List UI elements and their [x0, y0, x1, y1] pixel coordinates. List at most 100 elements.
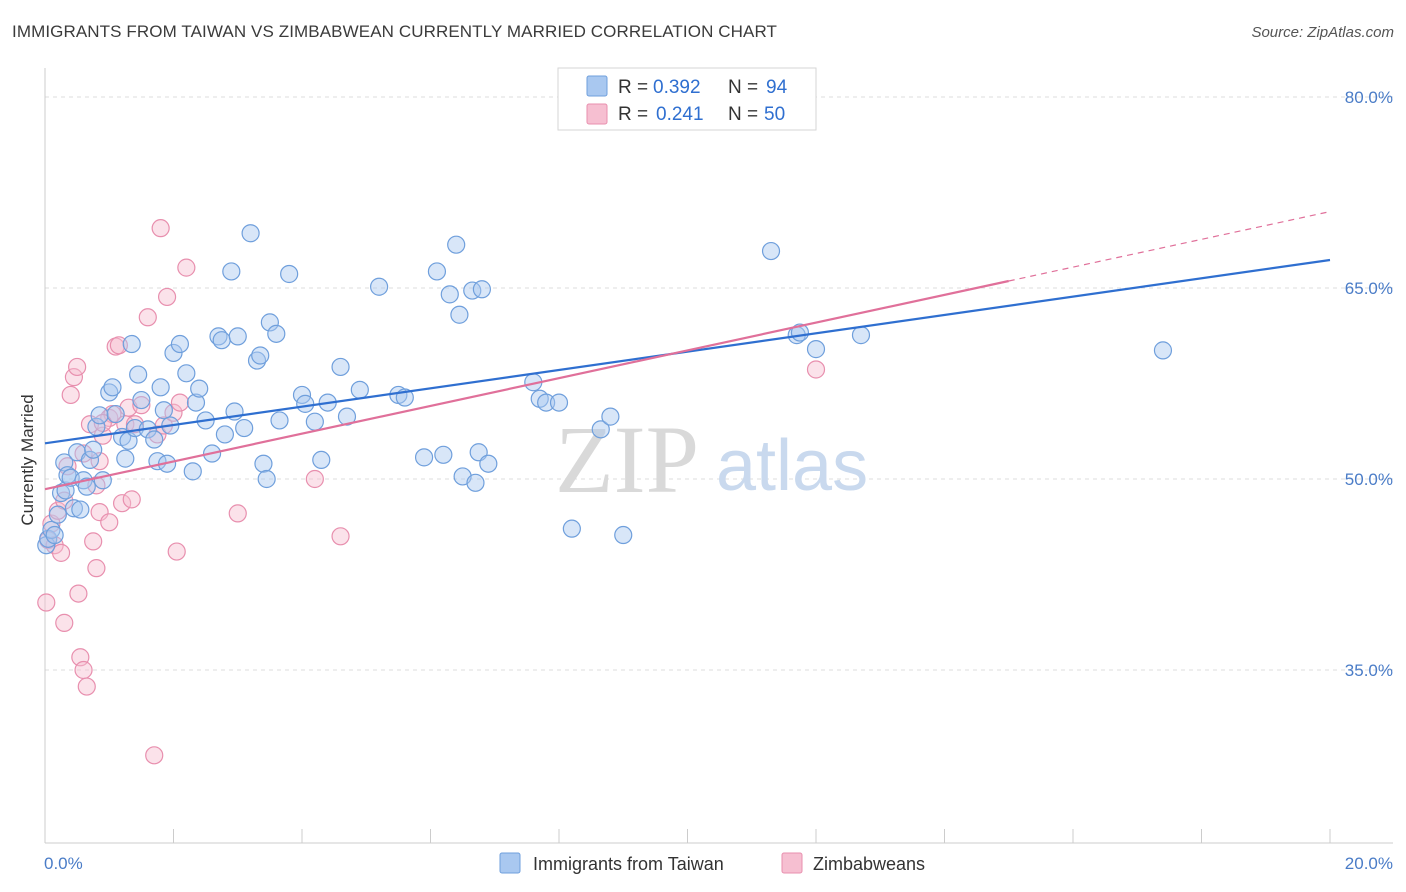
y-tick-label-2: 65.0%: [1345, 279, 1393, 298]
zimbabweans-point-9: [64, 368, 84, 387]
trend-line-zimbabweans: [44, 279, 1009, 491]
watermark-atlas: atlas: [716, 426, 868, 506]
taiwan-point-38: [170, 334, 190, 354]
taiwan-point-74: [434, 445, 453, 464]
taiwan-point-22: [106, 404, 125, 424]
legend: R = 0.392 N = 94 R = 0.241 N = 50: [557, 67, 817, 131]
zimbabweans-point-18: [90, 452, 109, 471]
y-tick-labels: 35.0% 50.0% 65.0% 80.0%: [1345, 88, 1393, 680]
taiwan-point-97: [1153, 341, 1173, 360]
taiwan-point-53: [247, 351, 267, 370]
trend-lines: [44, 211, 1331, 491]
taiwan-point-39: [177, 364, 196, 383]
taiwan-point-89: [591, 420, 610, 439]
x-tick-labels: 0.0% 20.0%: [44, 854, 1393, 873]
zimbabweans-point-30: [138, 308, 157, 327]
taiwan-point-95: [806, 340, 826, 359]
zimbabweans-point-47: [806, 360, 826, 379]
zimbabweans-point-33: [151, 219, 170, 238]
taiwan-point-83: [479, 454, 498, 473]
axes: [44, 68, 1393, 844]
zimbabweans-point-44: [228, 504, 247, 523]
bottom-legend-label-taiwan: Immigrants from Taiwan: [533, 854, 724, 874]
taiwan-point-16: [84, 440, 103, 459]
taiwan-point-73: [427, 262, 447, 281]
legend-swatch-taiwan: [586, 75, 608, 97]
legend-n-value-zimbabweans: 50: [764, 104, 785, 125]
legend-n-value-taiwan: 94: [766, 77, 788, 98]
taiwan-point-10: [64, 499, 84, 518]
zimbabweans-point-40: [87, 559, 106, 578]
taiwan-point-24: [116, 449, 135, 468]
zimbabweans-point-16: [84, 532, 103, 551]
taiwan-point-52: [241, 224, 260, 243]
x-tick-label-0: 0.0%: [44, 854, 83, 873]
y-tick-label-3: 80.0%: [1345, 88, 1393, 107]
zimbabweans-point-13: [74, 660, 93, 680]
taiwan-point-27: [125, 418, 145, 438]
taiwan-point-58: [267, 324, 286, 343]
zimbabweans-point-0: [37, 593, 56, 612]
taiwan-point-87: [549, 393, 569, 412]
taiwan-point-59: [270, 411, 289, 430]
zimbabweans-point-23: [109, 336, 128, 355]
taiwan-point-12: [71, 500, 90, 519]
trend-line-taiwan: [44, 258, 1331, 445]
zimbabweans-point-32: [148, 425, 167, 444]
legend-r-value-zimbabweans: 0.241: [656, 104, 704, 125]
taiwan-point-63: [305, 412, 324, 431]
legend-r-label-taiwan: R =: [618, 77, 648, 98]
taiwan-point-91: [614, 525, 633, 545]
x-tick-label-1: 20.0%: [1345, 854, 1393, 873]
legend-r-value-taiwan: 0.392: [653, 77, 701, 98]
taiwan-point-77: [450, 305, 469, 324]
bottom-legend: Immigrants from Taiwan Zimbabweans: [499, 852, 925, 874]
taiwan-point-47: [215, 425, 234, 444]
zimbabweans-point-35: [157, 287, 177, 307]
taiwan-point-57: [260, 313, 279, 332]
taiwan-point-15: [80, 450, 100, 469]
y-axis-label: Currently Married: [18, 394, 37, 525]
taiwan-point-62: [296, 394, 315, 413]
taiwan-point-20: [100, 383, 119, 402]
taiwan-point-14: [77, 477, 96, 496]
taiwan-point-90: [601, 407, 620, 426]
taiwan-point-64: [312, 450, 331, 469]
taiwan-point-2: [42, 520, 61, 540]
taiwan-point-26: [122, 334, 141, 354]
source-label: Source: ZipAtlas.com: [1251, 24, 1394, 41]
taiwan-point-68: [350, 380, 369, 399]
zimbabweans-point-45: [305, 469, 324, 489]
series-zimbabweans-points: [37, 219, 826, 765]
taiwan-point-60: [280, 264, 299, 284]
taiwan-point-29: [132, 390, 151, 410]
taiwan-point-34: [154, 401, 173, 420]
taiwan-point-50: [228, 327, 247, 346]
taiwan-point-86: [537, 393, 556, 412]
legend-r-label-zimbabweans: R =: [618, 104, 648, 125]
taiwan-point-42: [190, 379, 209, 398]
grid-lines: [45, 96, 1393, 671]
legend-n-label-zimbabweans: N =: [728, 104, 758, 125]
zimbabweans-point-5: [51, 543, 71, 562]
taiwan-point-79: [463, 281, 482, 300]
taiwan-point-72: [414, 448, 434, 467]
zimbabweans-point-31: [145, 746, 164, 765]
zimbabweans-point-37: [167, 542, 186, 561]
zimbabweans-point-14: [77, 677, 96, 696]
taiwan-point-67: [337, 407, 357, 426]
taiwan-point-92: [761, 241, 781, 261]
taiwan-point-28: [129, 365, 148, 384]
bottom-legend-swatch-taiwan: [499, 852, 521, 874]
taiwan-point-33: [151, 378, 170, 397]
taiwan-point-51: [235, 418, 254, 438]
taiwan-point-88: [562, 519, 581, 538]
zimbabweans-point-42: [100, 513, 119, 532]
taiwan-point-40: [183, 462, 202, 481]
zimbabweans-point-24: [112, 494, 132, 513]
taiwan-point-82: [472, 280, 491, 299]
taiwan-point-55: [254, 454, 273, 473]
taiwan-point-75: [440, 285, 459, 304]
legend-swatch-zimbabweans: [586, 103, 608, 125]
bottom-legend-label-zimbabweans: Zimbabweans: [813, 854, 925, 874]
